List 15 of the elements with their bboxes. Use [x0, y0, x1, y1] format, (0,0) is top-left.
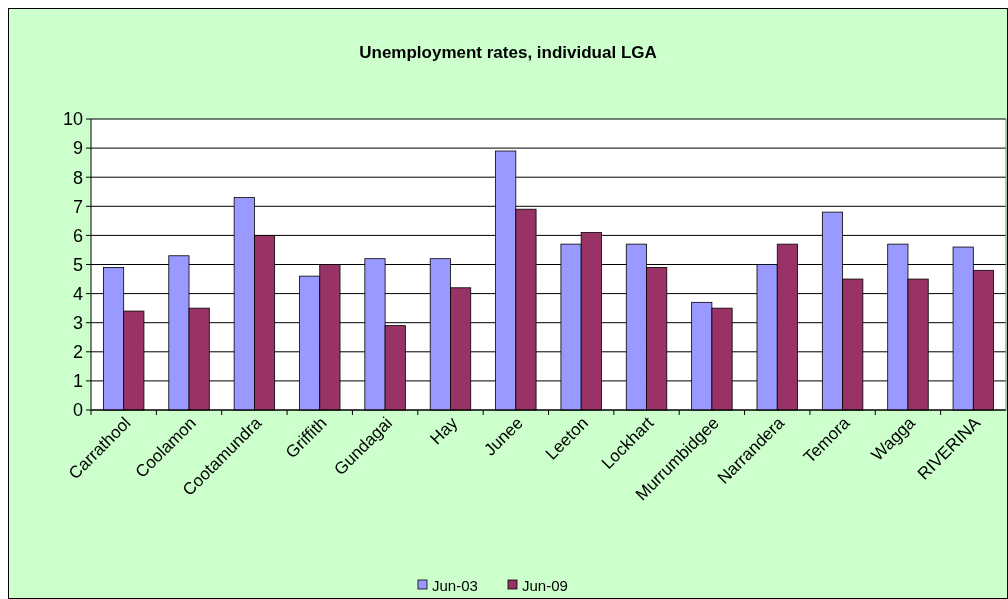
y-tick-label: 10 — [62, 109, 83, 130]
y-tick-label: 2 — [72, 342, 83, 363]
y-tick-label: 5 — [72, 254, 83, 275]
y-tick-label: 0 — [72, 400, 83, 421]
y-tick-label: 7 — [72, 196, 83, 217]
y-tick-label: 3 — [72, 313, 83, 333]
legend-label: Jun-09 — [522, 577, 568, 595]
chart-title: Unemployment rates, individual LGA — [359, 43, 657, 62]
y-tick-label: 9 — [72, 138, 83, 159]
y-tick-label: 4 — [72, 283, 83, 304]
y-tick-label: 6 — [72, 225, 83, 246]
x-tick-label: Hay — [426, 413, 462, 449]
y-tick-label: 8 — [72, 167, 83, 188]
y-tick-label: 1 — [72, 371, 83, 392]
legend-label: Jun-03 — [432, 577, 478, 595]
